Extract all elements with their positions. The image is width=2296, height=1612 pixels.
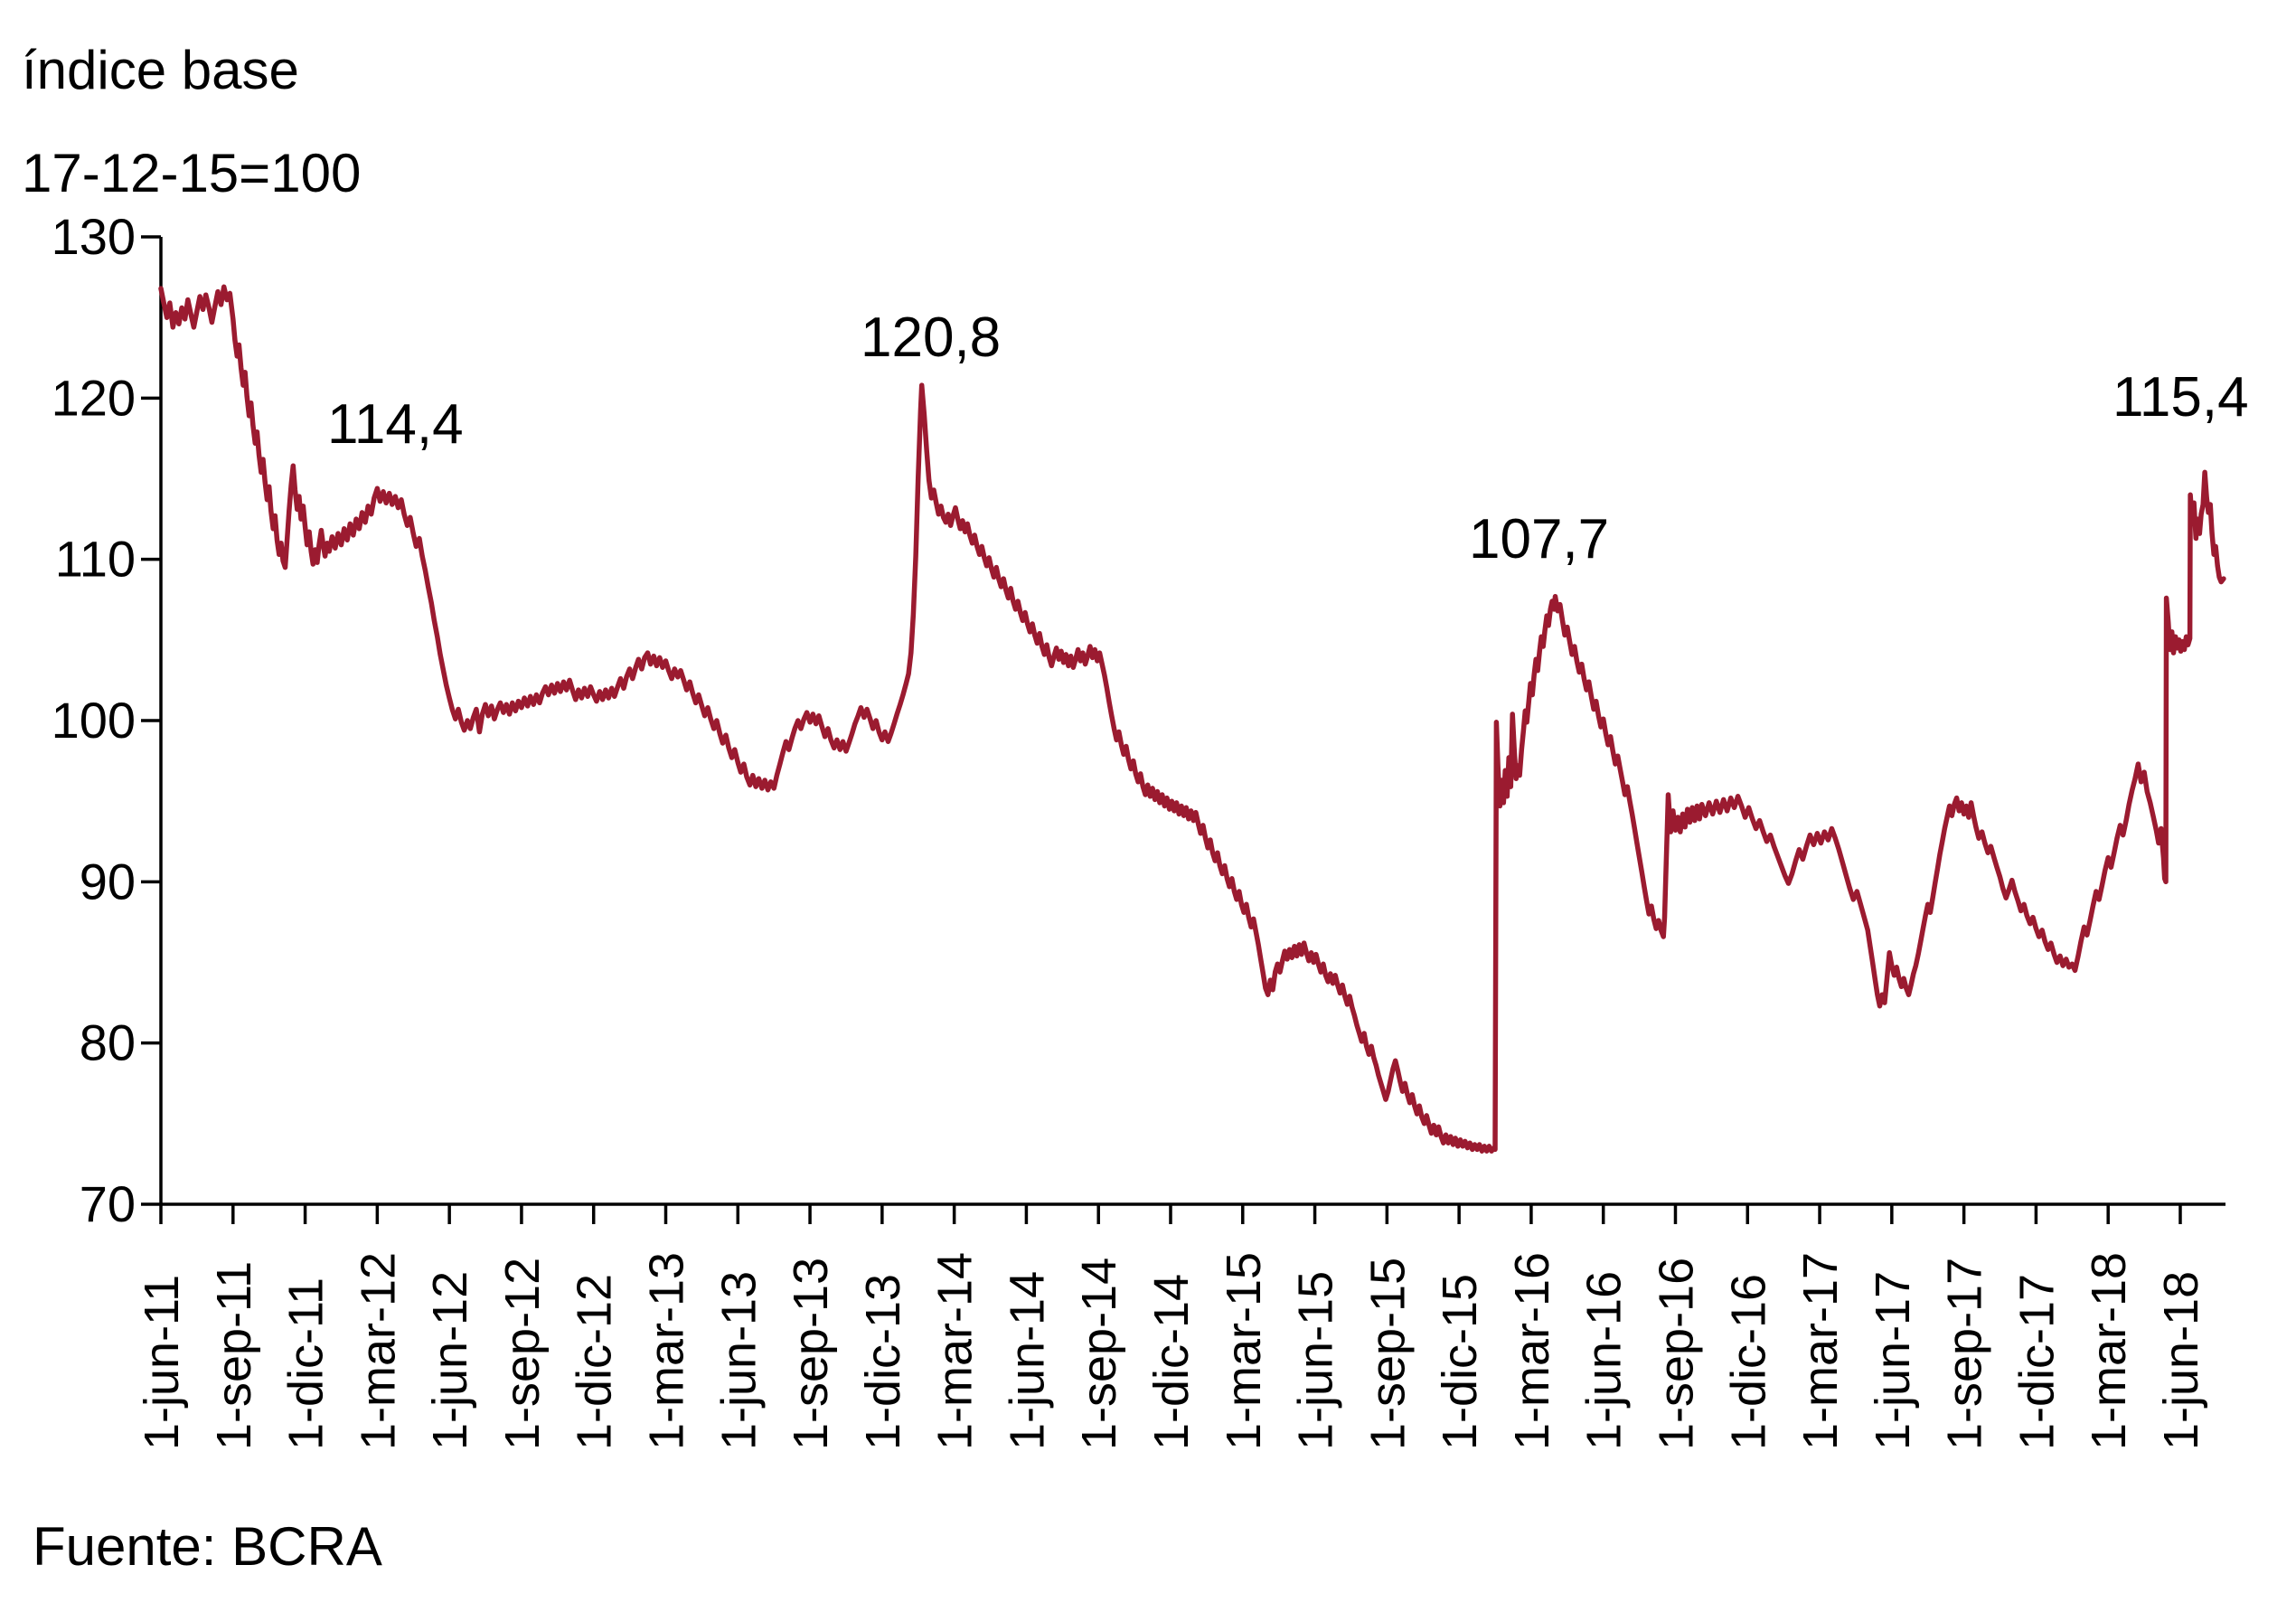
y-tick-label: 120 (52, 369, 136, 426)
y-tick-label: 130 (52, 208, 136, 265)
x-tick-label: 1-mar-18 (2082, 1252, 2136, 1450)
x-tick-label: 1-dic-17 (2009, 1274, 2064, 1450)
x-tick-label: 1-dic-12 (568, 1274, 622, 1450)
y-tick-label: 100 (52, 692, 136, 749)
x-tick-label: 1-sep-13 (784, 1258, 838, 1450)
x-tick-label: 1-dic-14 (1144, 1274, 1199, 1450)
x-tick-label: 1-jun-16 (1577, 1271, 1632, 1450)
x-tick-label: 1-jun-15 (1289, 1271, 1343, 1450)
chart-title-line-1: índice base (22, 40, 299, 100)
x-tick-label: 1-jun-12 (423, 1271, 477, 1450)
annotation-peak-2018: 115,4 (2113, 366, 2249, 429)
x-tick-label: 1-mar-16 (1505, 1252, 1559, 1450)
x-tick-label: 1-dic-13 (856, 1274, 910, 1450)
x-tick-label: 1-sep-17 (1938, 1258, 1992, 1450)
y-tick-label: 90 (80, 853, 136, 910)
series-line (158, 284, 2226, 1154)
x-tick-label: 1-mar-17 (1793, 1252, 1848, 1450)
x-tick-label: 1-dic-16 (1721, 1274, 1775, 1450)
x-tick-label: 1-jun-18 (2154, 1271, 2208, 1450)
x-tick-label: 1-sep-16 (1649, 1258, 1703, 1450)
x-tick-label: 1-sep-14 (1072, 1258, 1126, 1450)
x-tick-label: 1-sep-11 (207, 1261, 261, 1450)
y-tick-label: 110 (55, 531, 136, 588)
annotation-peak-2016: 107,7 (1469, 508, 1610, 570)
x-tick-label: 1-mar-14 (928, 1252, 983, 1450)
x-tick-label: 1-dic-11 (279, 1277, 334, 1450)
x-tick-label: 1-mar-12 (351, 1252, 405, 1450)
x-tick-label: 1-sep-12 (495, 1258, 550, 1450)
x-tick-label: 1-jun-17 (1866, 1271, 1920, 1450)
x-tick-label: 1-jun-14 (1000, 1271, 1054, 1450)
x-tick-label: 1-jun-13 (711, 1271, 766, 1450)
source-note: Fuente: BCRA (33, 1516, 382, 1577)
x-tick-label: 1-mar-13 (639, 1252, 693, 1450)
x-tick-label: 1-sep-15 (1360, 1258, 1415, 1450)
y-tick-label: 70 (80, 1175, 136, 1232)
chart-title-line-2: 17-12-15=100 (22, 143, 362, 203)
x-tick-label: 1-dic-15 (1433, 1274, 1487, 1450)
annotation-peak-2014: 120,8 (861, 306, 1002, 369)
annotation-peak-2012: 114,4 (327, 393, 464, 456)
y-tick-label: 80 (80, 1014, 136, 1071)
x-tick-label: 1-mar-15 (1217, 1252, 1271, 1450)
x-tick-label: 1-jun-11 (135, 1275, 189, 1450)
